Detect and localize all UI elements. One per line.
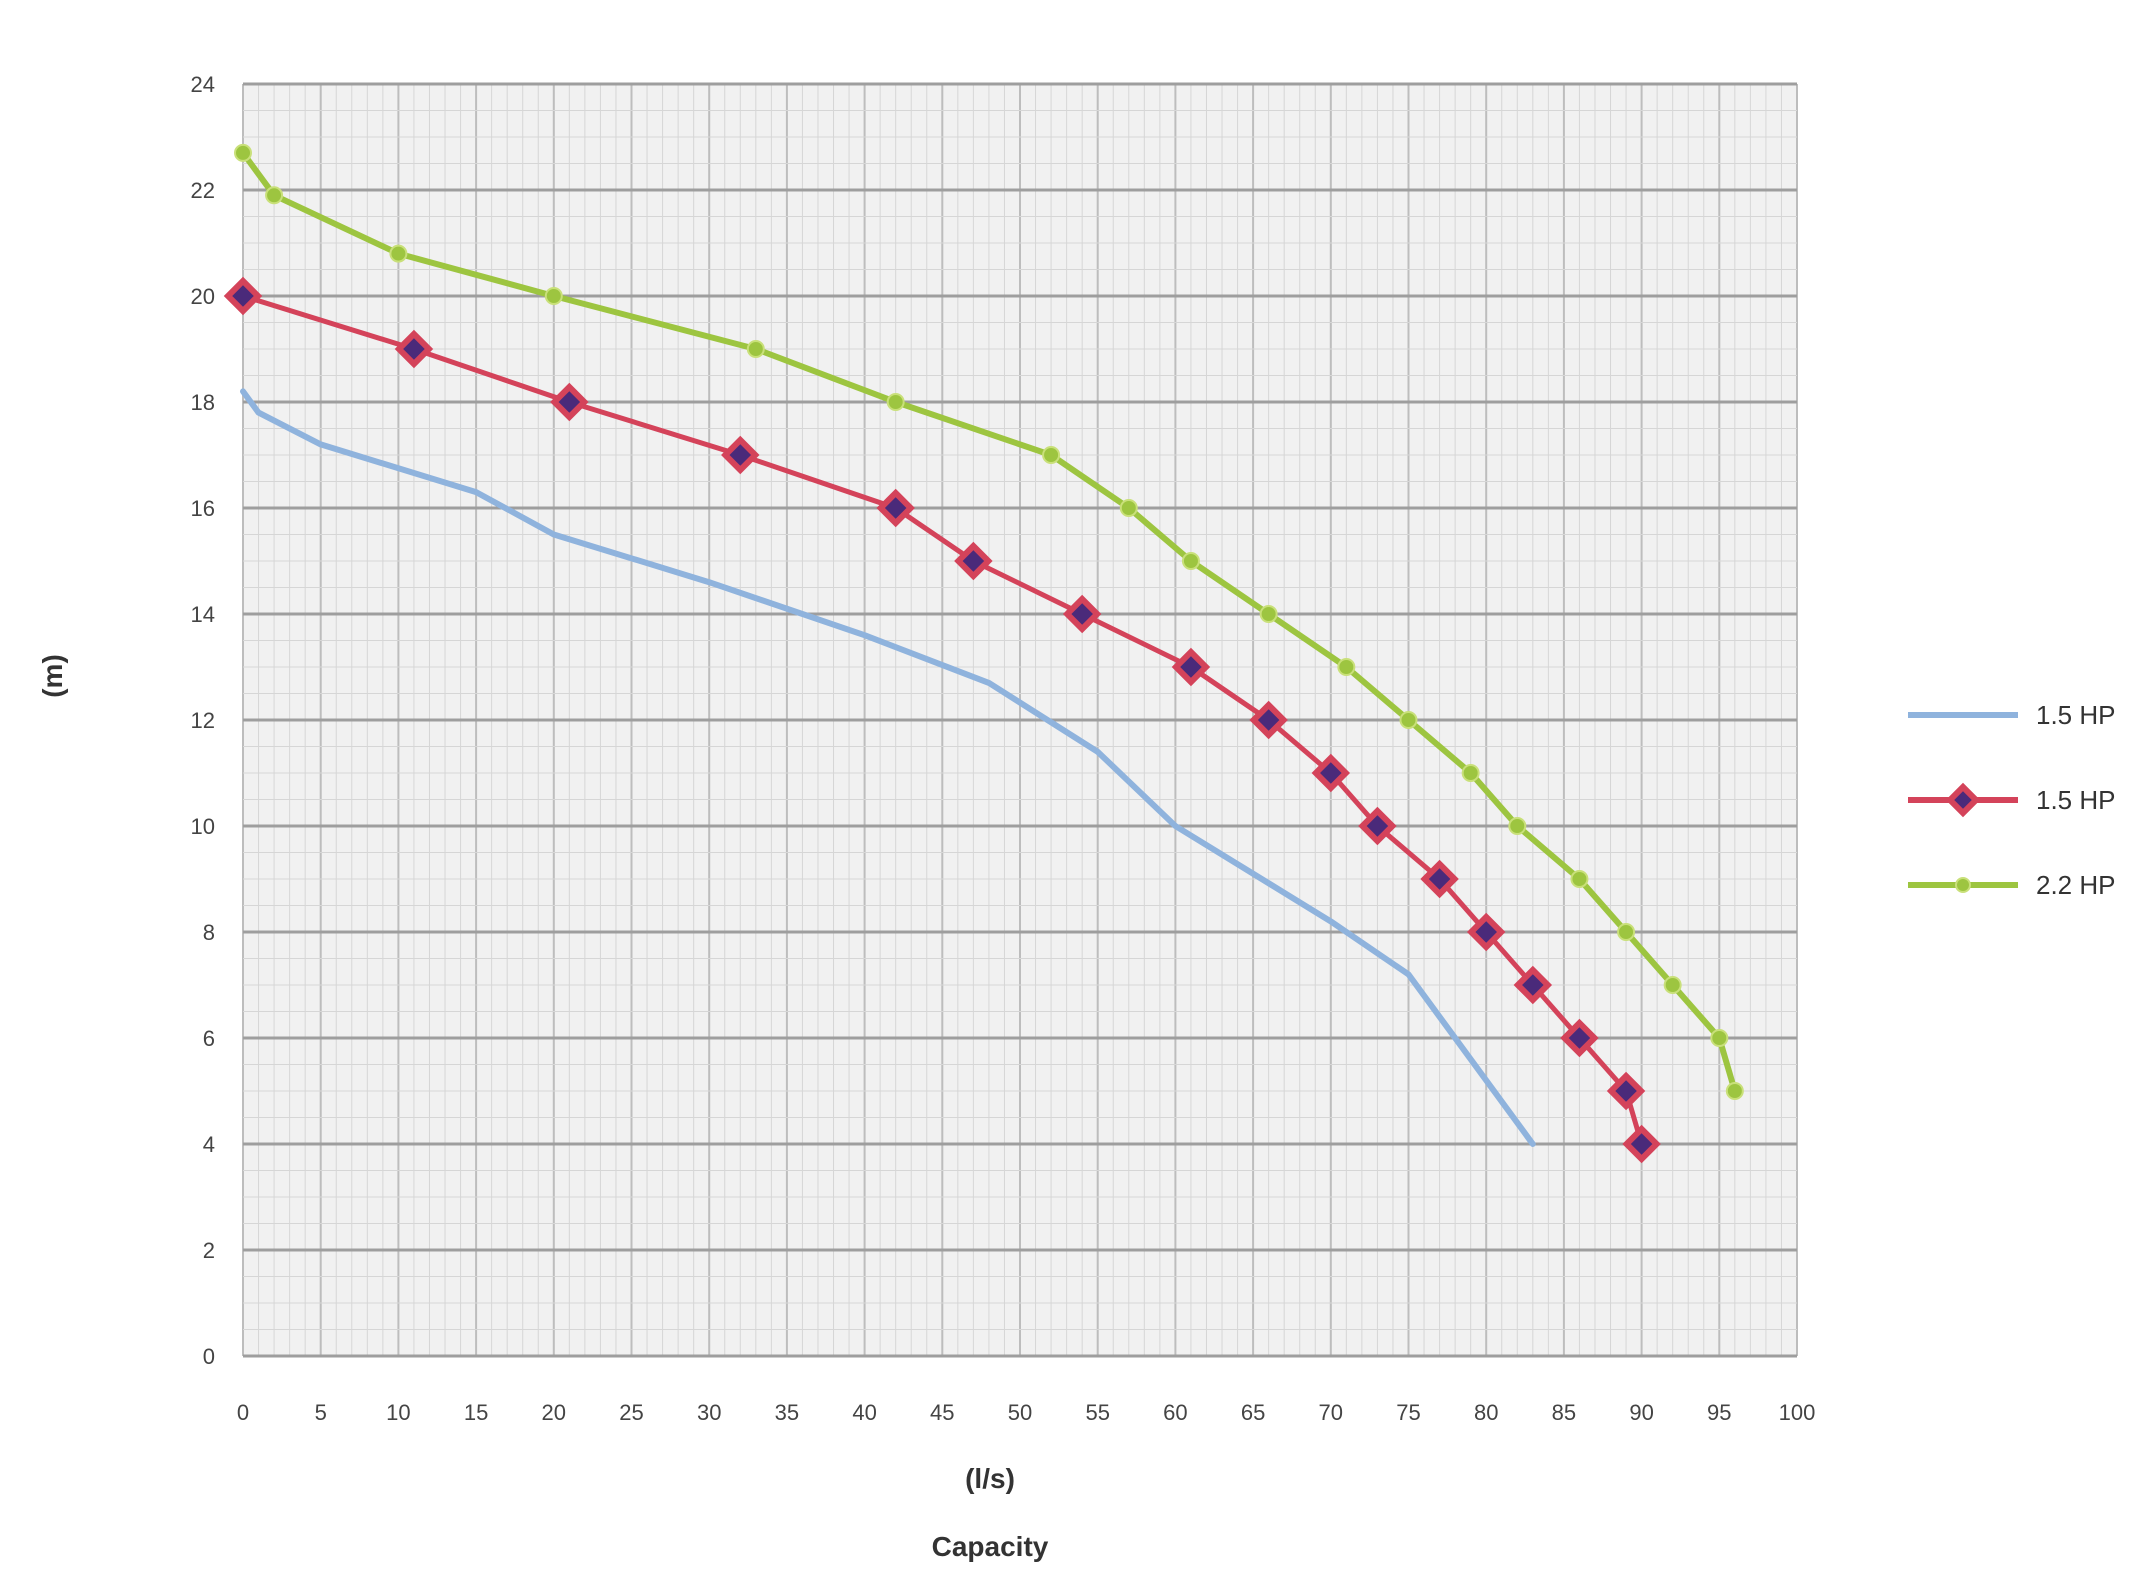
data-point — [1119, 499, 1138, 517]
y-tick-label: 14 — [191, 602, 215, 627]
legend: 1.5 HP 1.5 HP 2.2 HP — [1908, 700, 2116, 900]
series-2 — [223, 276, 1661, 1164]
y-tick-label: 10 — [191, 814, 215, 839]
data-point — [1042, 446, 1061, 464]
x-tick-label: 75 — [1396, 1400, 1420, 1425]
data-point — [1358, 806, 1397, 846]
data-point — [394, 329, 434, 369]
data-point — [1311, 753, 1351, 793]
legend-label: 1.5 HP — [2036, 700, 2116, 730]
y-tick-label: 22 — [191, 178, 215, 203]
y-tick-label: 6 — [203, 1026, 215, 1051]
x-tick-label: 10 — [386, 1400, 410, 1425]
data-point — [1062, 594, 1102, 634]
legend-marker — [1955, 877, 1971, 893]
y-tick-label: 18 — [191, 390, 215, 415]
x-tick-label: 55 — [1085, 1400, 1109, 1425]
data-point — [223, 276, 263, 316]
data-point — [1249, 700, 1288, 740]
data-point — [886, 393, 905, 411]
y-tick-label: 0 — [203, 1344, 215, 1369]
y-tick-label: 8 — [203, 920, 215, 945]
data-point — [1622, 1124, 1661, 1164]
x-tick-label: 30 — [697, 1400, 721, 1425]
x-axis-label-secondary: Capacity — [932, 1531, 1049, 1562]
data-point — [721, 435, 760, 475]
x-tick-label: 5 — [315, 1400, 327, 1425]
data-point — [1710, 1029, 1729, 1047]
data-point — [1420, 859, 1459, 899]
data-point — [544, 287, 563, 305]
data-point — [1570, 870, 1589, 888]
legend-entry: 1.5 HP — [1908, 782, 2116, 818]
gridlines — [242, 82, 1798, 1358]
data-point — [550, 382, 589, 422]
x-tick-label: 35 — [775, 1400, 799, 1425]
data-point — [1663, 976, 1682, 994]
x-tick-label: 25 — [619, 1400, 643, 1425]
data-point — [954, 541, 993, 581]
data-point — [1181, 552, 1200, 570]
data-point — [1513, 965, 1553, 1005]
x-tick-label: 20 — [542, 1400, 566, 1425]
data-series — [223, 143, 1744, 1164]
y-axis-label: (m) — [37, 654, 68, 698]
data-point — [234, 143, 252, 162]
x-tick-label: 50 — [1008, 1400, 1032, 1425]
y-tick-label: 4 — [203, 1132, 215, 1157]
series-3 — [234, 143, 1744, 1100]
x-axis-tick-labels: 0 5 10 15 20 25 30 35 40 45 50 55 60 65 70 75 80 85 90 95 10… — [237, 1400, 1815, 1425]
x-tick-label: 65 — [1241, 1400, 1265, 1425]
x-tick-label: 85 — [1552, 1400, 1576, 1425]
x-tick-label: 15 — [464, 1400, 488, 1425]
data-point — [1259, 605, 1278, 623]
x-tick-label: 70 — [1319, 1400, 1343, 1425]
y-tick-label: 16 — [191, 496, 215, 521]
legend-entry: 1.5 HP — [1908, 700, 2116, 730]
series-line — [240, 388, 1536, 1147]
data-point — [389, 244, 408, 263]
data-point — [1461, 764, 1480, 782]
y-tick-label: 2 — [203, 1238, 215, 1263]
x-tick-label: 90 — [1629, 1400, 1653, 1425]
x-axis-label: (l/s) — [965, 1463, 1015, 1494]
x-tick-label: 80 — [1474, 1400, 1498, 1425]
x-tick-label: 60 — [1163, 1400, 1187, 1425]
data-point — [1560, 1018, 1599, 1058]
y-tick-label: 12 — [191, 708, 215, 733]
data-point — [746, 340, 765, 358]
x-tick-label: 100 — [1779, 1400, 1816, 1425]
data-point — [1399, 711, 1418, 729]
legend-label: 1.5 HP — [2036, 785, 2116, 815]
legend-marker — [1945, 782, 1981, 818]
series-1 — [240, 388, 1536, 1147]
y-tick-label: 20 — [191, 284, 215, 309]
data-point — [1337, 658, 1356, 676]
data-point — [1617, 923, 1636, 941]
data-point — [1466, 912, 1506, 952]
data-point — [876, 488, 915, 528]
x-tick-label: 0 — [237, 1400, 249, 1425]
x-tick-label: 45 — [930, 1400, 954, 1425]
data-point — [1171, 647, 1211, 687]
x-tick-label: 40 — [852, 1400, 876, 1425]
data-point — [265, 186, 284, 205]
y-axis-title: (m) — [37, 654, 68, 698]
legend-entry: 2.2 HP — [1908, 870, 2116, 900]
y-tick-label: 24 — [191, 72, 215, 97]
legend-label: 2.2 HP — [2036, 870, 2116, 900]
x-tick-label: 95 — [1707, 1400, 1731, 1425]
data-point — [1606, 1071, 1646, 1111]
data-point — [1725, 1082, 1744, 1100]
data-point — [1508, 817, 1527, 835]
